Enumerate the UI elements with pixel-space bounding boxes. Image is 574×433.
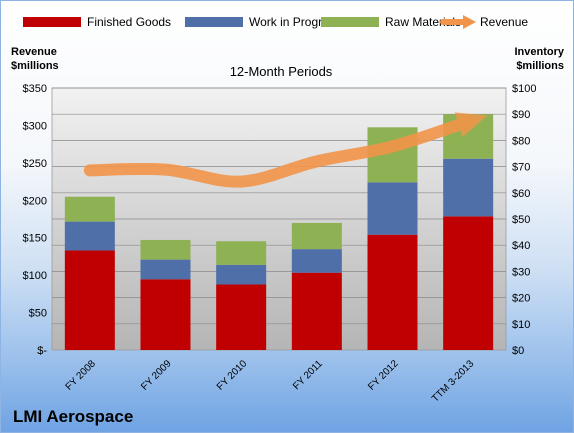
bar-work-in-progress-ttm-3-2013	[443, 158, 494, 217]
bar-raw-materials-fy-2009	[140, 239, 191, 260]
legend-swatch-raw-materials	[321, 17, 379, 27]
revenue-line-group	[83, 112, 488, 188]
x-tick-label: FY 2012	[366, 358, 401, 393]
left-tick-label: $200	[23, 195, 47, 207]
right-tick-label: $30	[512, 266, 530, 278]
right-tick-label: $20	[512, 293, 530, 305]
legend-label-raw-materials: Raw Materials	[385, 15, 461, 29]
right-axis-ticks: $0 $10 $20 $30 $40 $50 $60 $70 $80 $90 $100	[512, 83, 536, 357]
brand-name: LMI Aerospace	[13, 407, 133, 426]
bar-finished-goods-fy-2012	[367, 234, 418, 350]
legend-arrow-revenue	[463, 15, 476, 29]
left-tick-label: $350	[23, 83, 47, 95]
right-tick-label: $60	[512, 188, 530, 200]
bar-raw-materials-fy-2010	[216, 241, 267, 265]
bar-work-in-progress-fy-2011	[291, 249, 342, 273]
left-tick-label: $150	[23, 233, 47, 245]
left-tick-label: $100	[23, 270, 47, 282]
bar-finished-goods-fy-2010	[216, 284, 267, 350]
right-tick-label: $50	[512, 214, 530, 226]
x-tick-label: FY 2011	[291, 358, 325, 392]
chart-subtitle: 12-Month Periods	[230, 64, 333, 79]
right-axis-title-line1: Inventory	[514, 46, 564, 58]
right-axis-title-line2: $millions	[516, 60, 564, 72]
left-axis-ticks: $- $50 $100 $150 $200 $250 $300 $350	[23, 83, 48, 357]
bar-finished-goods-ttm-3-2013	[443, 216, 494, 350]
right-tick-label: $90	[512, 109, 530, 121]
left-tick-label: $250	[23, 158, 47, 170]
legend: Finished Goods Work in Progress Raw Materi…	[23, 15, 528, 29]
left-tick-label: $50	[29, 308, 47, 320]
legend-label-finished-goods: Finished Goods	[87, 15, 171, 29]
x-tick-label: FY 2009	[139, 358, 174, 393]
bar-raw-materials-fy-2011	[291, 222, 342, 250]
left-tick-label: $-	[37, 345, 47, 357]
right-tick-label: $0	[512, 345, 524, 357]
x-axis-ticks: FY 2008 FY 2009 FY 2010 FY 2011 FY 2012 TTM 3…	[64, 358, 477, 405]
x-tick-label: FY 2008	[64, 358, 99, 393]
right-tick-label: $10	[512, 319, 530, 331]
left-axis-title-line1: Revenue	[11, 46, 57, 58]
right-tick-label: $40	[512, 240, 530, 252]
x-tick-label: TTM 3-2013	[430, 358, 477, 405]
right-tick-label: $80	[512, 135, 530, 147]
legend-swatch-finished-goods	[23, 17, 81, 27]
bar-work-in-progress-fy-2009	[140, 259, 191, 280]
revenue-line	[83, 112, 488, 188]
bar-finished-goods-fy-2008	[64, 250, 115, 350]
bar-raw-materials-fy-2008	[64, 196, 115, 222]
bars	[64, 114, 494, 350]
legend-swatch-work-in-progress	[185, 17, 243, 27]
legend-label-work-in-progress: Work in Progress	[249, 15, 341, 29]
left-axis-title-line2: $millions	[11, 60, 59, 72]
bar-finished-goods-fy-2011	[291, 272, 342, 350]
bar-work-in-progress-fy-2010	[216, 264, 267, 285]
bar-finished-goods-fy-2009	[140, 279, 191, 350]
bar-work-in-progress-fy-2008	[64, 221, 115, 251]
right-tick-label: $100	[512, 83, 536, 95]
x-tick-label: FY 2010	[215, 358, 250, 393]
bar-work-in-progress-fy-2012	[367, 182, 418, 235]
legend-label-revenue: Revenue	[480, 15, 528, 29]
right-tick-label: $70	[512, 162, 530, 174]
left-tick-label: $300	[23, 120, 47, 132]
